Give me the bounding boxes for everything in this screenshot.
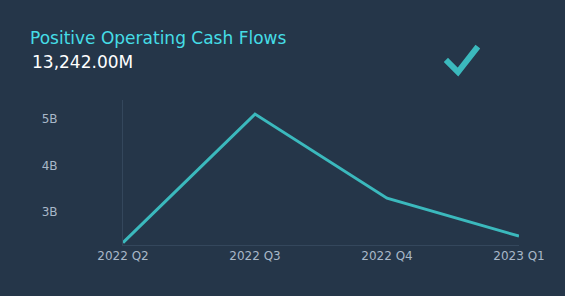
- svg-text:2023 Q1: 2023 Q1: [493, 249, 544, 263]
- svg-text:2022 Q3: 2022 Q3: [229, 249, 280, 263]
- svg-text:3B: 3B: [42, 205, 58, 219]
- svg-text:2022 Q2: 2022 Q2: [97, 249, 148, 263]
- svg-text:5B: 5B: [42, 112, 58, 126]
- svg-text:2022 Q4: 2022 Q4: [361, 249, 412, 263]
- svg-text:Positive Operating Cash Flows: Positive Operating Cash Flows: [30, 28, 286, 48]
- svg-text:4B: 4B: [42, 159, 58, 173]
- svg-text:13,242.00M: 13,242.00M: [32, 52, 133, 72]
